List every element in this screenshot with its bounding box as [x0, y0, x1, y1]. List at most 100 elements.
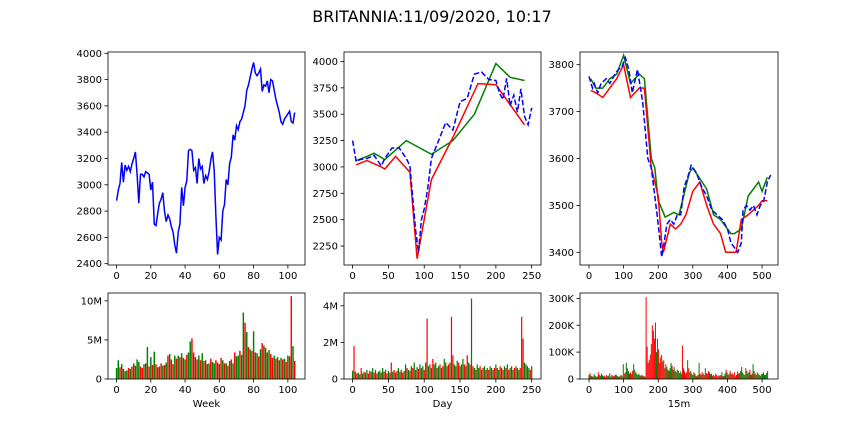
- day-volume-bar: [506, 364, 508, 379]
- day-volume-bar: [521, 316, 523, 379]
- day-volume-bar: [473, 368, 475, 379]
- day-volume-bar: [407, 369, 410, 379]
- intraday-volume-bar: [698, 362, 700, 379]
- week-volume-bar: [215, 360, 217, 379]
- intraday-volume-bar: [613, 376, 615, 379]
- day-volume-bar: [393, 369, 395, 379]
- day-volume-bar: [495, 364, 497, 379]
- day-price-x-tick: 50: [382, 265, 395, 282]
- intraday-volume-bar: [598, 374, 600, 379]
- intraday-volume-x-tick-label: 100: [614, 385, 633, 396]
- intraday-volume-bar: [648, 360, 650, 379]
- week-volume-bar: [264, 347, 267, 379]
- day-volume-bar: [456, 360, 458, 379]
- day-volume-x-tick-label: 50: [382, 385, 395, 396]
- week-volume-bar: [227, 365, 229, 379]
- intraday-volume-bar: [711, 373, 713, 379]
- intraday-price-y-tick-label: 3800: [549, 60, 574, 71]
- intraday-volume-bar: [758, 374, 760, 379]
- intraday-price-y-tick-label: 3600: [549, 154, 574, 165]
- week-volume-frame: [107, 292, 306, 380]
- intraday-price-x-tick: 300: [683, 265, 702, 282]
- day-volume-bar: [511, 366, 513, 379]
- day-price-y-tick-label: 4000: [313, 57, 338, 68]
- intraday-volume-bar: [637, 374, 639, 379]
- intraday-volume-bar: [747, 373, 749, 379]
- intraday-volume-bar: [686, 372, 688, 379]
- week-volume-x-tick: 0: [113, 379, 120, 396]
- intraday-volume-y-tick: 0: [568, 375, 580, 386]
- day-volume-y-tick-label: 4M: [323, 301, 338, 312]
- day-volume-x-tick-label: 200: [486, 385, 505, 396]
- day-price-x-tick-label: 100: [415, 271, 434, 282]
- week-volume-x-tick: 40: [179, 379, 191, 396]
- intraday-volume-bar: [589, 373, 591, 379]
- intraday-volume-bar: [687, 360, 689, 379]
- week-volume-bar: [254, 352, 257, 379]
- day-volume-bar: [436, 368, 438, 379]
- intraday-volume-bar: [645, 297, 647, 379]
- intraday-volume-bar: [750, 374, 752, 379]
- week-volume-bar: [119, 367, 121, 379]
- week-volume-bar: [136, 359, 138, 379]
- intraday-volume-bar: [717, 376, 719, 379]
- day-volume-bar: [423, 369, 425, 379]
- week-volume-bar: [150, 357, 152, 379]
- day-volume-bar: [513, 368, 516, 379]
- day-volume-x-tick-label: 100: [415, 385, 434, 396]
- intraday-volume-bar: [593, 374, 595, 379]
- intraday-volume-bar: [643, 375, 645, 379]
- week-volume-bar: [228, 361, 231, 379]
- intraday-volume-bar: [630, 372, 632, 379]
- day-price-y-tick-label: 3500: [313, 110, 338, 121]
- week-volume-bar: [292, 346, 294, 379]
- week-volume-bar: [165, 362, 167, 379]
- intraday-volume-y-tick: 100K: [548, 348, 580, 359]
- intraday-volume-bar: [594, 375, 596, 379]
- intraday-volume-bar: [688, 368, 690, 379]
- day-volume-bar: [394, 372, 397, 379]
- intraday-volume-bar: [673, 366, 675, 379]
- intraday-volume-bar: [633, 364, 635, 379]
- day-volume-plot-area: [351, 298, 533, 379]
- day-volume-bar: [433, 364, 435, 379]
- day-volume-bar: [362, 373, 364, 379]
- day-volume-frame: [343, 292, 542, 380]
- week-volume-x-axis-label: Week: [193, 399, 221, 410]
- day-volume-bar: [460, 364, 463, 379]
- intraday-volume-bar: [699, 373, 701, 379]
- intraday-volume-bar: [590, 375, 592, 379]
- week-volume-bar: [276, 357, 279, 379]
- intraday-volume-bar: [654, 322, 656, 379]
- week-volume-bar: [268, 350, 270, 379]
- intraday-volume-bar: [674, 370, 676, 379]
- intraday-volume-bar: [690, 370, 692, 379]
- week-price-x-tick-label: 100: [278, 271, 297, 282]
- week-volume-bar: [168, 353, 171, 379]
- day-volume-x-tick: 100: [415, 379, 434, 396]
- week-price-x-tick-label: 0: [113, 271, 119, 282]
- day-volume-bar: [485, 369, 487, 379]
- intraday-volume-x-axis-label: 15m: [668, 399, 690, 410]
- day-volume-x-tick-label: 0: [349, 385, 355, 396]
- intraday-volume-bar: [617, 376, 619, 379]
- intraday-volume-bar: [714, 376, 716, 379]
- intraday-volume-bar: [605, 376, 607, 379]
- day-price-x-tick: 250: [522, 265, 541, 282]
- intraday-volume-bar: [621, 376, 623, 379]
- day-volume-bar: [450, 316, 453, 379]
- week-volume-bar: [247, 346, 250, 379]
- week-volume-bar: [218, 364, 221, 379]
- week-volume-bar: [153, 351, 155, 379]
- week-volume-x-tick: 20: [144, 379, 157, 396]
- day-volume-bar: [447, 364, 450, 379]
- day-volume-bar: [499, 366, 501, 379]
- week-volume-bar: [158, 366, 161, 379]
- week-volume-bar: [129, 368, 131, 379]
- intraday-volume-bar: [660, 357, 662, 379]
- day-volume-bar: [492, 369, 494, 379]
- intraday-price-y-tick-label: 3500: [549, 201, 574, 212]
- week-volume-bar: [192, 352, 195, 379]
- intraday-volume-x-tick-label: 400: [718, 385, 737, 396]
- day-volume-x-tick-label: 250: [522, 385, 541, 396]
